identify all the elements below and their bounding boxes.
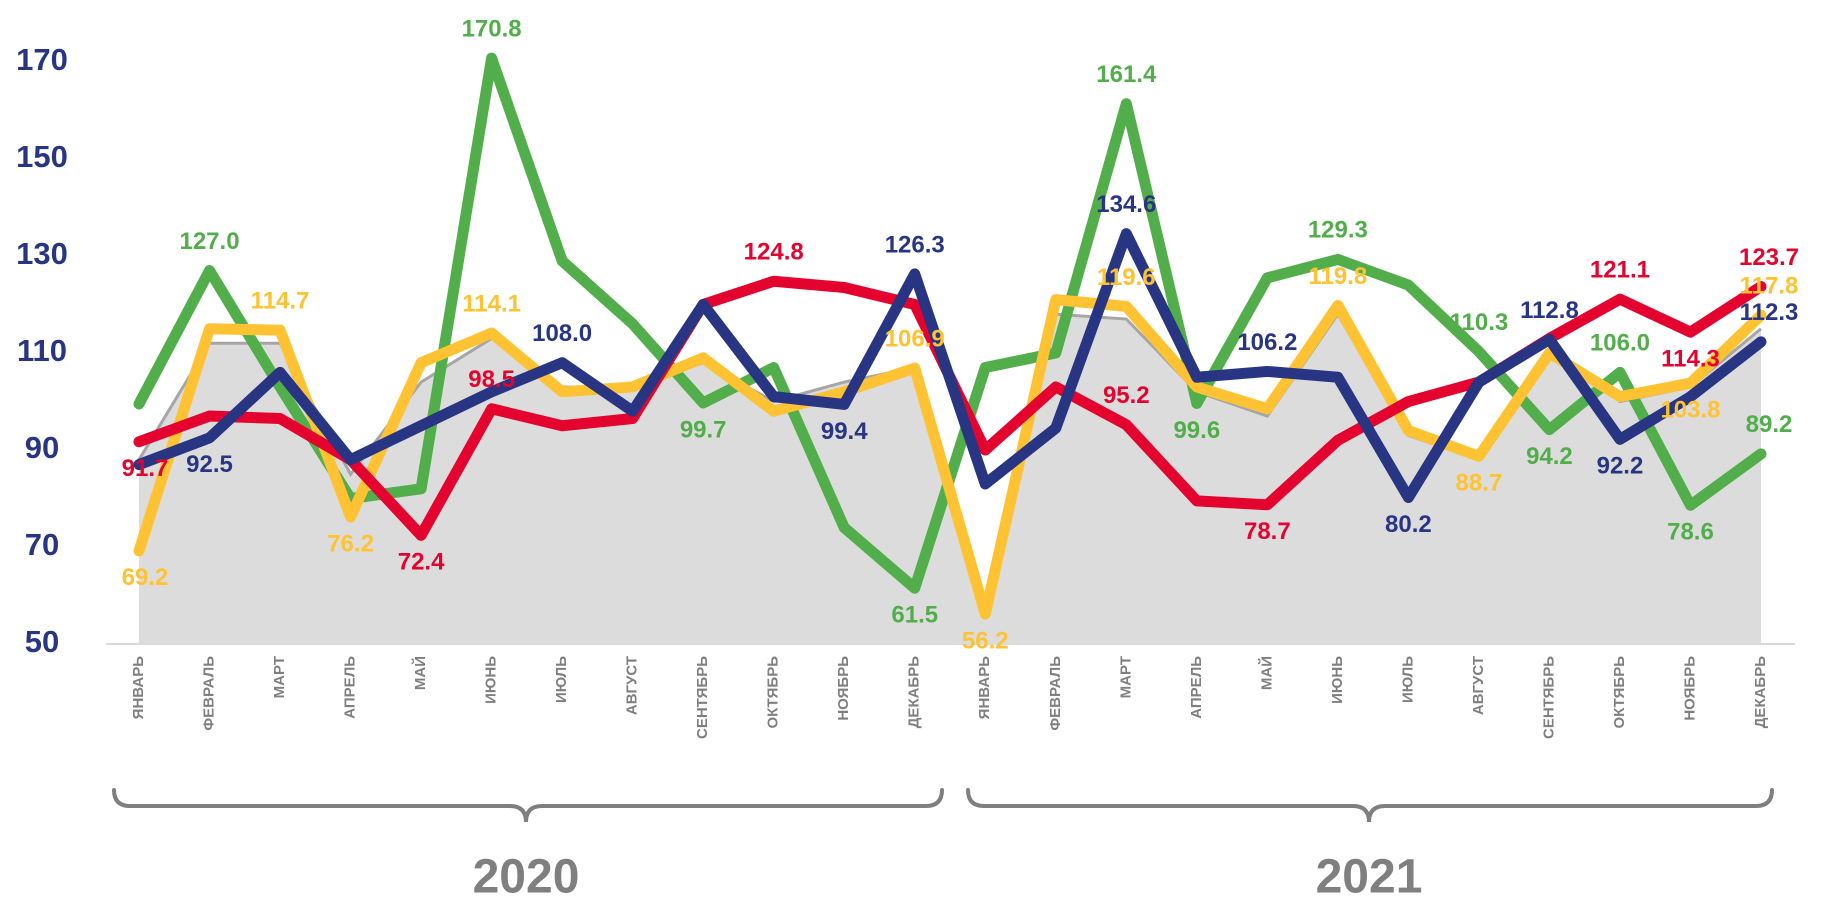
x-tick-label: СЕНТЯБРЬ — [1540, 656, 1557, 739]
x-tick-label: ИЮЛЬ — [1399, 656, 1416, 703]
y-tick-label: 90 — [25, 430, 59, 465]
x-tick-label: ИЮЛЬ — [553, 656, 570, 703]
year-label: 2020 — [473, 851, 580, 903]
x-tick-label: АВГУСТ — [624, 656, 641, 715]
data-label: 121.1 — [1590, 257, 1650, 284]
data-label: 106.0 — [1590, 330, 1650, 357]
x-tick-label: ЯНВАРЬ — [130, 656, 147, 720]
data-label: 92.5 — [186, 451, 233, 478]
data-label: 108.0 — [532, 320, 592, 347]
data-label: 170.8 — [462, 15, 522, 42]
data-label: 99.6 — [1173, 417, 1220, 444]
data-label: 80.2 — [1385, 511, 1432, 538]
data-label: 99.4 — [821, 418, 868, 445]
x-tick-label: ДЕКАБРЬ — [1752, 656, 1769, 728]
data-label: 114.3 — [1661, 345, 1720, 372]
year-label: 2021 — [1316, 851, 1423, 903]
data-label: 91.7 — [122, 455, 169, 482]
x-tick-label: ФЕВРАЛЬ — [1047, 656, 1064, 731]
year-brace — [112, 788, 944, 823]
data-label: 76.2 — [327, 530, 374, 557]
y-tick-label: 150 — [16, 139, 68, 174]
x-tick-label: ДЕКАБРЬ — [906, 656, 923, 728]
data-label: 89.2 — [1746, 411, 1793, 438]
data-label: 69.2 — [122, 564, 169, 591]
x-tick-label: АПРЕЛЬ — [1188, 656, 1205, 719]
data-label: 126.3 — [885, 231, 945, 258]
data-label: 61.5 — [891, 602, 938, 629]
x-tick-label: ИЮНЬ — [1329, 656, 1346, 704]
x-tick-label: АПРЕЛЬ — [342, 656, 359, 719]
x-tick-label: НОЯБРЬ — [1681, 656, 1698, 721]
data-label: 112.3 — [1740, 299, 1799, 326]
year-brace — [966, 788, 1774, 823]
data-label: 88.7 — [1456, 470, 1503, 497]
x-tick-label: МАРТ — [1117, 656, 1134, 698]
data-label: 117.8 — [1740, 273, 1799, 300]
x-tick-label: МАЙ — [411, 656, 429, 690]
data-label: 129.3 — [1308, 217, 1368, 244]
line — [133, 294, 1767, 620]
y-tick-label: 110 — [17, 333, 67, 368]
y-tick-label: 70 — [25, 527, 59, 562]
x-tick-label: ОКТЯБРЬ — [1611, 656, 1628, 729]
data-label: 106.2 — [1237, 329, 1297, 356]
x-tick-label: ОКТЯБРЬ — [765, 656, 782, 729]
y-tick-label: 50 — [25, 624, 59, 659]
x-tick-label: ФЕВРАЛЬ — [200, 656, 217, 731]
x-tick-label: МАЙ — [1257, 656, 1275, 690]
y-tick-label: 170 — [16, 42, 68, 77]
data-label: 114.1 — [462, 290, 521, 317]
data-label: 134.6 — [1096, 191, 1156, 218]
x-tick-label: ИЮНЬ — [483, 656, 500, 704]
data-label: 112.8 — [1520, 297, 1579, 324]
data-label: 110.3 — [1450, 309, 1509, 336]
x-tick-label: ЯНВАРЬ — [976, 656, 993, 720]
x-tick-label: МАРТ — [271, 656, 288, 698]
data-label: 94.2 — [1526, 443, 1573, 470]
data-label: 92.2 — [1597, 453, 1644, 480]
x-tick-label: СЕНТЯБРЬ — [694, 656, 711, 739]
data-label: 72.4 — [398, 549, 445, 576]
data-label: 78.7 — [1244, 518, 1291, 545]
data-label: 78.6 — [1667, 519, 1714, 546]
y-tick-label: 130 — [16, 236, 68, 271]
data-label: 124.8 — [744, 239, 804, 266]
data-label: 123.7 — [1739, 244, 1799, 271]
data-label: 119.6 — [1097, 264, 1156, 291]
data-label: 119.8 — [1309, 263, 1368, 290]
data-label: 161.4 — [1096, 61, 1157, 88]
data-label: 103.8 — [1660, 396, 1720, 423]
data-label: 99.7 — [680, 416, 727, 443]
data-label: 95.2 — [1103, 382, 1150, 409]
x-tick-label: АВГУСТ — [1470, 656, 1487, 715]
data-label: 56.2 — [962, 627, 1009, 654]
data-label: 106.9 — [885, 325, 945, 352]
data-label: 98.5 — [468, 366, 515, 393]
data-label: 114.7 — [251, 288, 310, 315]
x-tick-label: НОЯБРЬ — [835, 656, 852, 721]
line — [133, 228, 1767, 504]
data-label: 127.0 — [179, 228, 239, 255]
